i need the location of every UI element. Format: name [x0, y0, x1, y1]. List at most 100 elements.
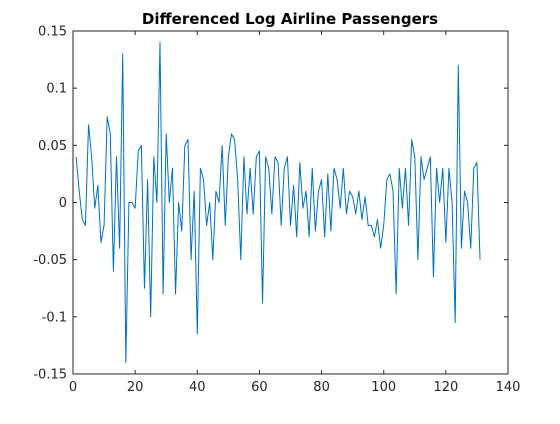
- data-point: [144, 288, 145, 289]
- data-point: [200, 168, 201, 169]
- data-point: [262, 303, 263, 304]
- data-point: [290, 225, 291, 226]
- data-point: [374, 236, 375, 237]
- data-point: [473, 168, 474, 169]
- data-point: [470, 248, 471, 249]
- data-point: [386, 179, 387, 180]
- data-point: [122, 53, 123, 54]
- data-point: [187, 139, 188, 140]
- data-point: [389, 173, 390, 174]
- data-point: [222, 145, 223, 146]
- data-point: [305, 190, 306, 191]
- data-point: [455, 322, 456, 323]
- data-point: [448, 168, 449, 169]
- data-point: [479, 259, 480, 260]
- data-point: [299, 162, 300, 163]
- data-point: [166, 133, 167, 134]
- data-point: [141, 145, 142, 146]
- data-point: [399, 168, 400, 169]
- x-tick-label: 40: [189, 380, 206, 395]
- data-point: [246, 213, 247, 214]
- data-point: [190, 259, 191, 260]
- data-point: [147, 179, 148, 180]
- data-point: [218, 202, 219, 203]
- data-point: [464, 190, 465, 191]
- data-point: [103, 225, 104, 226]
- data-point: [259, 150, 260, 151]
- data-point: [178, 202, 179, 203]
- data-point: [364, 196, 365, 197]
- data-point: [250, 168, 251, 169]
- axes: 0 20 40 60 80 100 120 140 -0.15 -0.1 -0.05 0 0.05 0.1…: [33, 25, 520, 396]
- x-tick-label: 140: [496, 380, 521, 395]
- data-point: [368, 225, 369, 226]
- data-point: [321, 179, 322, 180]
- data-point: [76, 156, 77, 157]
- x-tick-label: 0: [69, 380, 77, 395]
- data-point: [163, 293, 164, 294]
- y-tick-label: 0.1: [46, 82, 67, 97]
- data-point: [318, 190, 319, 191]
- data-point: [100, 242, 101, 243]
- data-point: [476, 162, 477, 163]
- data-point: [107, 116, 108, 117]
- data-point: [309, 236, 310, 237]
- data-point: [113, 271, 114, 272]
- y-tick-label: 0: [59, 196, 67, 211]
- data-point: [346, 213, 347, 214]
- data-point: [119, 248, 120, 249]
- data-point: [296, 236, 297, 237]
- data-point: [181, 230, 182, 231]
- data-point: [355, 213, 356, 214]
- data-point: [358, 190, 359, 191]
- data-point: [436, 168, 437, 169]
- data-point: [128, 202, 129, 203]
- data-point: [445, 242, 446, 243]
- data-point: [256, 156, 257, 157]
- data-point: [327, 173, 328, 174]
- data-point: [392, 190, 393, 191]
- data-point: [228, 156, 229, 157]
- data-point: [430, 156, 431, 157]
- data-point: [184, 145, 185, 146]
- data-point: [225, 225, 226, 226]
- data-point: [91, 156, 92, 157]
- series-layer: [75, 41, 481, 364]
- series-line: [75, 41, 481, 364]
- data-point: [380, 248, 381, 249]
- data-point: [408, 225, 409, 226]
- data-point: [215, 190, 216, 191]
- data-point: [371, 225, 372, 226]
- data-point: [343, 168, 344, 169]
- data-point: [203, 179, 204, 180]
- data-point: [197, 333, 198, 334]
- data-point: [293, 185, 294, 186]
- data-point: [284, 168, 285, 169]
- data-point: [352, 196, 353, 197]
- data-point: [209, 202, 210, 203]
- data-point: [402, 208, 403, 209]
- data-point: [169, 202, 170, 203]
- data-point: [414, 156, 415, 157]
- data-point: [396, 293, 397, 294]
- data-point: [156, 202, 157, 203]
- data-point: [237, 179, 238, 180]
- y-tick-label: 0.15: [38, 25, 67, 40]
- data-point: [153, 156, 154, 157]
- data-point: [116, 156, 117, 157]
- data-point: [312, 168, 313, 169]
- data-point: [287, 156, 288, 157]
- data-point: [79, 190, 80, 191]
- data-point: [442, 168, 443, 169]
- data-point: [206, 225, 207, 226]
- data-point: [131, 202, 132, 203]
- data-point: [324, 236, 325, 237]
- data-point: [427, 168, 428, 169]
- data-point: [85, 225, 86, 226]
- data-point: [424, 179, 425, 180]
- data-point: [243, 156, 244, 157]
- data-point: [82, 219, 83, 220]
- data-point: [212, 259, 213, 260]
- data-point: [433, 276, 434, 277]
